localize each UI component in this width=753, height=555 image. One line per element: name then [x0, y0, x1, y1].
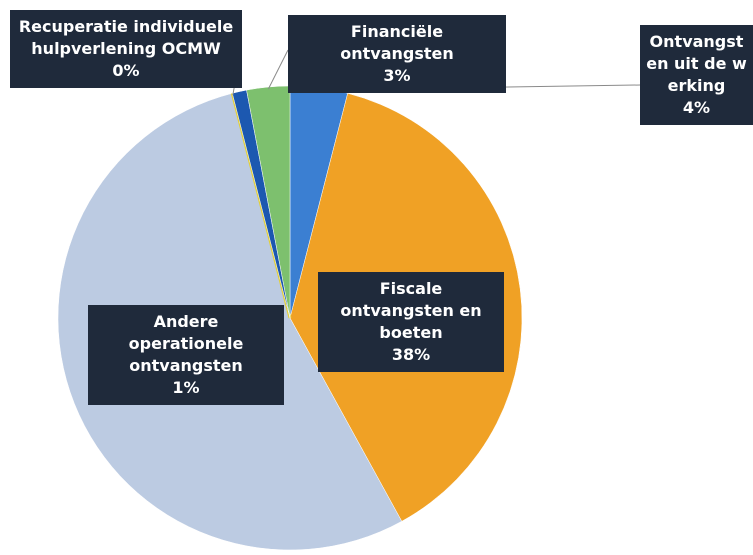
- leader-line: [267, 49, 289, 90]
- slice-name: Ontvangsten uit de werking: [646, 32, 747, 95]
- slice-label: Recuperatie individuele hulpverlening OC…: [10, 10, 242, 88]
- slice-value: 38%: [391, 345, 431, 364]
- slice-name: Recuperatie individuele hulpverlening OC…: [18, 17, 234, 58]
- slice-label: Financiële ontvangsten 3%: [288, 15, 506, 93]
- slice-name: Andere operationele ontvangsten: [128, 312, 244, 375]
- slice-label: Fiscale ontvangsten en boeten 38%: [318, 272, 504, 372]
- slice-label: Ontvangsten uit de werking 4%: [640, 25, 753, 125]
- slice-value: 0%: [112, 61, 140, 80]
- slice-name: Financiële ontvangsten: [340, 22, 454, 63]
- slice-label: Andere operationele ontvangsten 1%: [88, 305, 284, 405]
- slice-value: 3%: [383, 66, 411, 85]
- slice-value: 1%: [172, 378, 200, 397]
- slice-value: 4%: [682, 98, 711, 117]
- slice-name: Fiscale ontvangsten en boeten: [340, 279, 482, 342]
